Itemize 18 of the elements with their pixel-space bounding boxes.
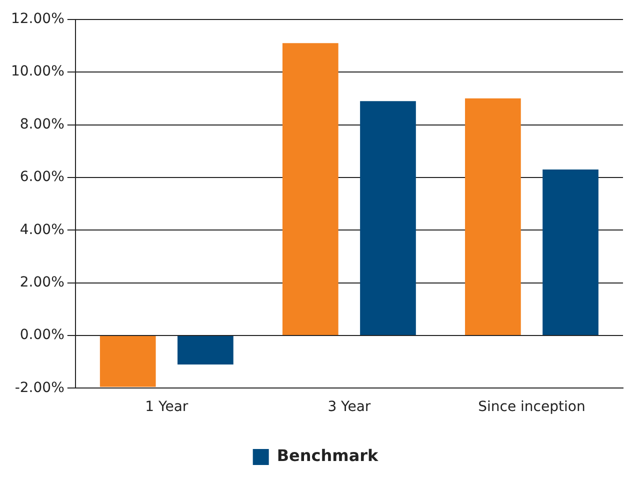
y-tick-label: -2.00% — [14, 380, 64, 396]
x-tick-label: Since inception — [478, 399, 586, 416]
y-tick-label: 0.00% — [20, 327, 64, 344]
bar — [542, 170, 598, 336]
y-tick-label: 2.00% — [20, 274, 64, 290]
y-tick-label: 4.00% — [20, 222, 64, 238]
y-tick-label: 8.00% — [20, 116, 64, 132]
y-tick-label: 10.00% — [10, 64, 64, 80]
bar — [178, 336, 234, 364]
y-tick-label: 6.00% — [20, 169, 64, 186]
bar — [100, 336, 156, 387]
bar — [282, 43, 338, 336]
y-tick-label: 12.00% — [10, 11, 64, 28]
legend-label: Benchmark — [276, 446, 379, 466]
bar — [465, 98, 521, 336]
bar — [360, 101, 416, 336]
x-tick-label: 1 Year — [145, 399, 188, 416]
x-tick-label: 3 Year — [328, 399, 371, 416]
